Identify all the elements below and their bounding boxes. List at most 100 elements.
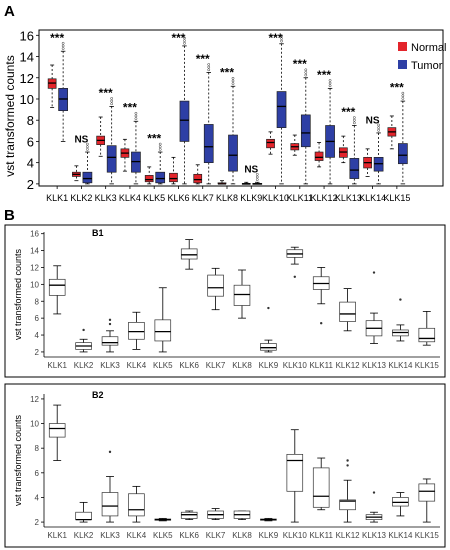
- outlier-a-tumor-klk14: [377, 128, 380, 132]
- x-tick-label-a-klk3: KLK3: [95, 193, 117, 203]
- significance-a-klk11: ***: [293, 57, 307, 71]
- box-b2-klk10-box: [286, 453, 304, 492]
- y-tick-label-b1: 8: [35, 297, 40, 306]
- outlier-a-tumor-klk4: [134, 117, 138, 120]
- outlier-a-tumor-klk2: [86, 148, 89, 151]
- significance-a-klk13: ***: [341, 105, 355, 119]
- panel-label-b: B: [4, 207, 15, 224]
- x-tick-label-a-klk12: KLK12: [311, 193, 338, 203]
- panel-label-a: A: [4, 3, 15, 20]
- outlier-a-tumor-klk11: [304, 71, 308, 74]
- box-b2-klk1-box: [48, 423, 66, 438]
- legend-label-normal: Normal: [411, 42, 446, 54]
- significance-a-klk2: NS: [74, 134, 88, 145]
- outlier-a-tumor-klk1: [61, 44, 65, 48]
- x-tick-label-b1-klk10: KLK10: [283, 361, 308, 370]
- x-tick-label-a-klk2: KLK2: [70, 193, 92, 203]
- outlier-a-tumor-klk12: [328, 79, 332, 82]
- outlier-a-tumor-klk10: [280, 37, 283, 40]
- y-tick-label-b2: 2: [35, 518, 40, 527]
- box-b1-klk11-outlier: [320, 322, 323, 325]
- panel-title-b1: B1: [92, 228, 104, 238]
- outlier-a-tumor-klk9: [255, 175, 259, 179]
- significance-a-klk7: ***: [196, 52, 210, 66]
- x-tick-label-a-klk8: KLK8: [216, 193, 238, 203]
- x-tick-label-a-klk6: KLK6: [167, 193, 189, 203]
- x-tick-label-b2-klk15: KLK15: [415, 531, 440, 540]
- box-a-tumor-klk15-box: [398, 143, 408, 165]
- outlier-a-tumor-klk5: [158, 148, 162, 151]
- y-axis-label-b1: vst transformed counts: [13, 248, 23, 340]
- box-b2-klk15-box: [418, 483, 436, 502]
- x-tick-label-b2-klk2: KLK2: [74, 531, 94, 540]
- x-tick-label-b2-klk10: KLK10: [283, 531, 308, 540]
- box-b1-klk10-outlier: [293, 275, 296, 278]
- outlier-a-tumor-klk1: [61, 47, 65, 50]
- x-tick-label-b2-klk14: KLK14: [388, 531, 413, 540]
- box-b2-klk11-box: [312, 467, 330, 508]
- y-tick-label-a: 8: [27, 113, 34, 128]
- x-tick-label-b2-klk5: KLK5: [153, 531, 173, 540]
- box-a-tumor-klk5-box: [155, 171, 166, 184]
- box-a-tumor-klk8-box: [228, 134, 238, 172]
- x-tick-label-a-klk9: KLK9: [240, 193, 262, 203]
- outlier-a-tumor-klk11: [304, 73, 308, 77]
- outlier-a-tumor-klk6: [183, 39, 186, 42]
- x-tick-label-a-klk5: KLK5: [143, 193, 165, 203]
- y-tick-label-b2: 10: [30, 420, 39, 429]
- box-b2-klk13-outlier: [372, 491, 376, 494]
- x-tick-label-b2-klk1: KLK1: [47, 531, 67, 540]
- box-a-tumor-klk3-box: [106, 145, 117, 173]
- box-b2-klk2-box: [75, 511, 92, 520]
- x-tick-label-a-klk1: KLK1: [46, 193, 68, 203]
- panel-b1-frame: [4, 224, 446, 378]
- outlier-a-tumor-klk6: [183, 41, 186, 45]
- x-tick-label-b1-klk8: KLK8: [232, 361, 252, 370]
- outlier-a-tumor-klk13: [352, 118, 356, 122]
- box-b1-klk8-box: [233, 284, 251, 306]
- outlier-a-tumor-klk9: [255, 178, 259, 181]
- y-axis-label-b2: vst transformed counts: [13, 414, 23, 506]
- significance-a-klk3: ***: [99, 86, 113, 100]
- significance-a-klk15: ***: [390, 81, 404, 95]
- box-b2-klk3-box: [101, 492, 119, 517]
- y-tick-label-a: 4: [27, 156, 34, 171]
- x-tick-label-a-klk7: KLK7: [192, 193, 214, 203]
- box-b1-klk15-box: [418, 327, 436, 343]
- outlier-a-tumor-klk12: [328, 81, 332, 85]
- x-tick-label-b1-klk9: KLK9: [259, 361, 279, 370]
- box-b1-klk9-box: [260, 343, 277, 351]
- box-a-tumor-klk6-box: [179, 100, 190, 142]
- significance-a-klk5: ***: [147, 131, 161, 145]
- y-tick-label-b1: 14: [30, 247, 39, 256]
- significance-a-klk10: ***: [269, 31, 283, 45]
- significance-a-klk1: ***: [50, 31, 64, 45]
- box-a-normal-klk10-box: [266, 138, 275, 149]
- outlier-a-tumor-klk13: [352, 121, 356, 125]
- x-tick-label-a-klk14: KLK14: [359, 193, 386, 203]
- significance-a-klk4: ***: [123, 101, 137, 115]
- x-tick-label-b1-klk12: KLK12: [336, 361, 361, 370]
- y-tick-label-b2: 4: [35, 493, 40, 502]
- box-b2-klk12-box: [339, 499, 356, 511]
- x-tick-label-b1-klk5: KLK5: [153, 361, 173, 370]
- significance-a-klk12: ***: [317, 68, 331, 82]
- x-tick-label-b1-klk14: KLK14: [388, 361, 413, 370]
- outlier-a-tumor-klk7: [207, 63, 211, 66]
- panel-title-b2: B2: [92, 390, 104, 400]
- outlier-a-tumor-klk8: [231, 79, 235, 83]
- y-tick-label-a: 16: [20, 28, 34, 43]
- outlier-a-tumor-klk15: [401, 94, 405, 98]
- x-tick-label-b1-klk7: KLK7: [206, 361, 226, 370]
- box-b2-klk4-box: [128, 493, 145, 517]
- x-tick-label-a-klk10: KLK10: [262, 193, 289, 203]
- significance-a-klk8: ***: [220, 66, 234, 80]
- x-tick-label-b1-klk4: KLK4: [127, 361, 147, 370]
- outlier-a-tumor-klk10: [280, 39, 283, 43]
- outlier-a-tumor-klk3: [110, 97, 114, 100]
- x-tick-label-a-klk4: KLK4: [119, 193, 141, 203]
- box-a-tumor-klk13-box: [349, 158, 360, 179]
- x-tick-label-b1-klk3: KLK3: [100, 361, 120, 370]
- box-b2-klk12-outlier: [346, 459, 349, 462]
- box-a-normal-klk5-box: [144, 175, 154, 183]
